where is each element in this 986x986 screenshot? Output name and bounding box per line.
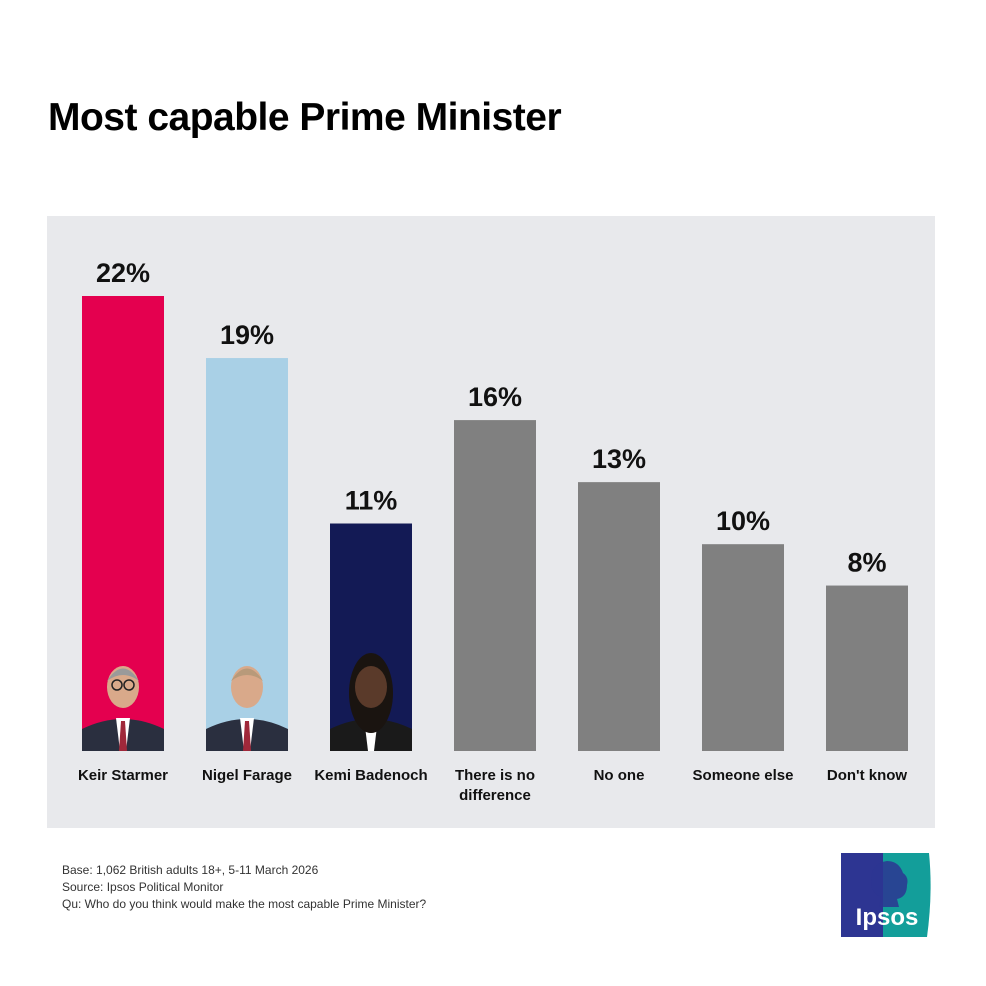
kemi-badenoch-photo: [330, 653, 412, 751]
category-label: Kemi Badenoch: [314, 767, 427, 784]
chart-panel: 22% Keir Starmer 19% Nigel Farage 11% Kemi Ba…: [47, 216, 935, 828]
value-label: 8%: [847, 548, 886, 578]
bar: [702, 544, 784, 751]
bar: [826, 585, 908, 751]
ipsos-logo: Ipsos: [841, 853, 931, 937]
value-label: 19%: [220, 320, 274, 350]
keir-starmer-photo: [82, 666, 164, 751]
category-label: Don't know: [827, 767, 908, 784]
category-label: No one: [594, 767, 645, 784]
category-label: Nigel Farage: [202, 767, 292, 784]
category-label: Someone else: [693, 767, 794, 784]
base-note: Base: 1,062 British adults 18+, 5-11 Mar…: [62, 863, 319, 877]
source-note: Source: Ipsos Political Monitor: [62, 880, 224, 894]
svg-text:Ipsos: Ipsos: [856, 904, 919, 931]
value-label: 10%: [716, 506, 770, 536]
nigel-farage-photo: [206, 666, 288, 751]
value-label: 16%: [468, 382, 522, 412]
question-note: Qu: Who do you think would make the most…: [62, 897, 427, 911]
value-label: 11%: [345, 486, 398, 516]
value-label: 22%: [96, 258, 150, 288]
bar: [454, 420, 536, 751]
footer-notes: Base: 1,062 British adults 18+, 5-11 Mar…: [62, 862, 426, 913]
category-label: There is no: [455, 767, 535, 784]
category-label: difference: [459, 787, 531, 804]
chart-title: Most capable Prime Minister: [48, 96, 562, 139]
bar: [578, 482, 660, 751]
bar-chart: 22% Keir Starmer 19% Nigel Farage 11% Kemi Ba…: [78, 258, 908, 804]
category-label: Keir Starmer: [78, 767, 168, 784]
value-label: 13%: [592, 444, 646, 474]
